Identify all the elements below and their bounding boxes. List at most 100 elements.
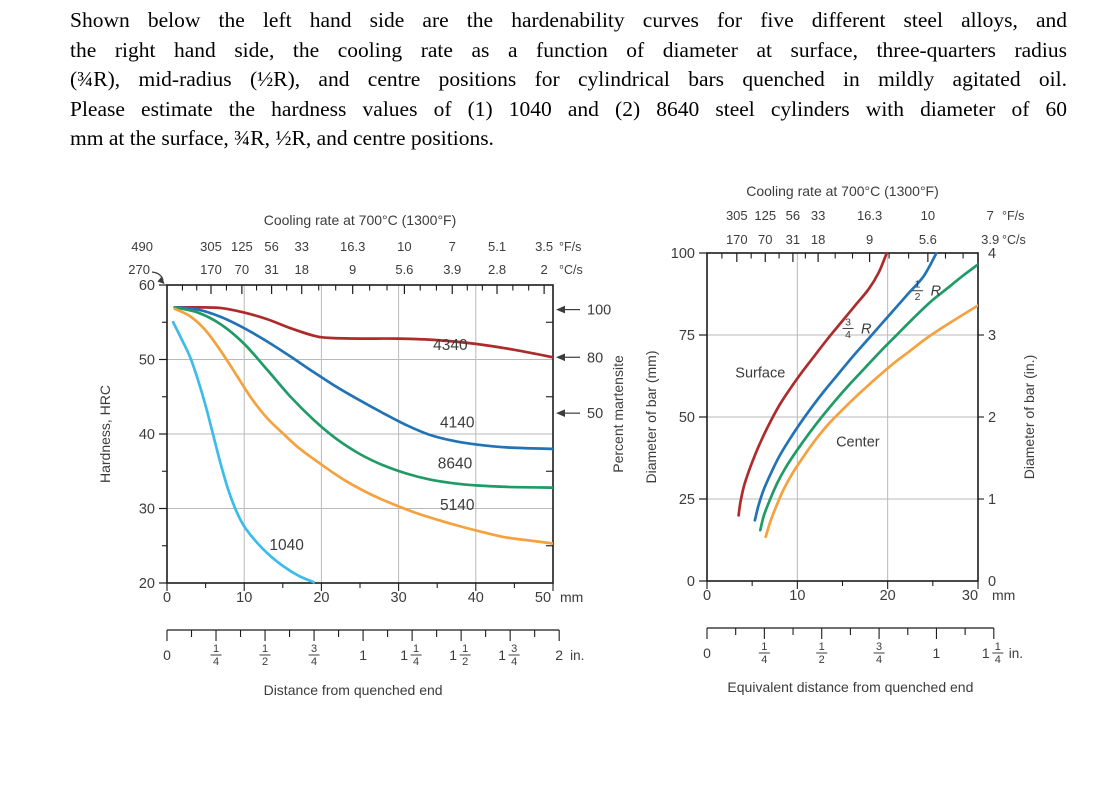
fraction-numerator: 1 <box>995 641 1001 653</box>
question-line: (¾R), mid-radius (½R), and centre positi… <box>70 67 1067 92</box>
y-tick-label: 30 <box>139 501 155 517</box>
cooling-rate-c-label: 31 <box>264 262 278 277</box>
curve-label-fraction: 12 <box>912 279 924 303</box>
ruler-inch-unit: in. <box>1009 646 1023 661</box>
question-line: mm at the surface, ¾R, ½R, and centre po… <box>70 126 494 151</box>
f-per-s-unit: °F/s <box>559 240 581 254</box>
x-tick-label: 40 <box>468 590 484 606</box>
cooling-rate-f-label: 33 <box>811 208 825 223</box>
x-axis-mm-unit: mm <box>992 587 1015 603</box>
x-axis-title: Equivalent distance from quenched end <box>727 679 973 695</box>
curve-label-5140: 5140 <box>440 497 475 514</box>
ruler-label-fraction: 12 <box>459 643 471 668</box>
fraction-denominator: 4 <box>995 654 1001 666</box>
question-line: the right hand side, the cooling rate as… <box>70 37 1067 62</box>
cooling-rate-chart-figure: Cooling rate at 700°C (1300°F) 305 170 125 7… <box>640 175 1097 710</box>
hardenability-chart-figure: Cooling rate at 700°C (1300°F) 305 170 125 7… <box>90 195 655 715</box>
cooling-rate-c-label: 18 <box>811 232 825 247</box>
x-tick-label: 30 <box>391 590 407 606</box>
inch-axis-label: 4 <box>988 246 996 262</box>
fraction-numerator: 1 <box>262 643 268 655</box>
x-tick-label: 30 <box>962 588 978 604</box>
ruler-label: 12 <box>816 641 828 666</box>
curve-4340 <box>173 305 553 359</box>
curve-1040 <box>171 320 316 584</box>
cooling-rate-c-label: 70 <box>235 262 249 277</box>
corner-arrowhead <box>157 276 165 284</box>
y-axis-title: Diameter of bar (mm) <box>643 350 659 483</box>
inch-axis-label: 0 <box>988 574 996 590</box>
x-axis-mm-unit: mm <box>560 589 583 605</box>
chart-title: Cooling rate at 700°C (1300°F) <box>746 183 939 199</box>
x-axis-title: Distance from quenched end <box>264 682 443 698</box>
cooling-rate-chart: Cooling rate at 700°C (1300°F)3051701257… <box>643 183 1037 695</box>
y-tick-label: 75 <box>679 328 695 344</box>
cooling-rate-c-label: 2.8 <box>488 262 506 277</box>
ruler-label-fraction: 34 <box>508 643 520 668</box>
ruler-label-whole: 0 <box>163 647 171 663</box>
curve-label-1040: 1040 <box>269 537 304 554</box>
ruler-inch-unit: in. <box>570 648 584 663</box>
cooling-rate-c-label: 9 <box>349 262 356 277</box>
y-tick-label: 40 <box>139 427 155 443</box>
fraction-denominator: 4 <box>876 654 882 666</box>
cooling-rate-f-label: 16.3 <box>857 208 882 223</box>
c-per-s-unit: °C/s <box>559 263 583 277</box>
y-axis-title: Hardness, HRC <box>97 385 113 483</box>
x-tick-label: 10 <box>236 590 252 606</box>
corner-f-label: 490 <box>131 239 153 254</box>
fraction-numerator: 3 <box>511 643 517 655</box>
martensite-tick-label: 80 <box>587 350 603 366</box>
cooling-rate-f-label: 10 <box>921 208 935 223</box>
ruler-label-fraction: 14 <box>992 641 1004 666</box>
ruler-label: 14 <box>758 641 770 666</box>
curve-label-Surface: Surface <box>735 366 785 382</box>
ruler-label: 14 <box>210 643 222 668</box>
gridlines <box>167 285 553 583</box>
x-tick-label: 0 <box>703 588 711 604</box>
fraction-numerator: 3 <box>876 641 882 653</box>
ruler-label-fraction: 14 <box>410 643 422 668</box>
curve-fraction-label: 12 R <box>912 279 942 303</box>
hardenability-chart: Cooling rate at 700°C (1300°F)3051701257… <box>97 212 626 698</box>
ruler-label-whole: 0 <box>703 645 711 661</box>
cooling-rate-f-label: 16.3 <box>340 239 365 254</box>
fraction-numerator: 1 <box>462 643 468 655</box>
fraction-denominator: 4 <box>213 656 219 668</box>
percent-martensite-title: Percent martensite <box>610 355 626 473</box>
curve-label-4140: 4140 <box>440 414 475 431</box>
cooling-rate-f-label: 125 <box>231 239 253 254</box>
x-tick-label: 50 <box>535 590 551 606</box>
inch-axis-label: 1 <box>988 492 996 508</box>
fraction-denominator: 4 <box>311 656 317 668</box>
ruler-label: 1 14 in. <box>982 641 1023 666</box>
x-tick-label: 0 <box>163 590 171 606</box>
fraction-denominator: 4 <box>761 654 767 666</box>
cooling-rate-f-label: 33 <box>294 239 308 254</box>
ruler-label-fraction: 12 <box>816 641 828 666</box>
curve-label-8640: 8640 <box>438 455 473 472</box>
fraction-numerator: 3 <box>311 643 317 655</box>
ruler-label: 1 <box>933 645 941 661</box>
top-axis: Cooling rate at 700°C (1300°F) 305 170 125 7… <box>128 212 583 294</box>
fraction-numerator: 3 <box>845 316 851 328</box>
fraction-denominator: 2 <box>262 656 268 668</box>
curve-Center <box>764 304 978 539</box>
curve-label-R: R <box>861 321 872 337</box>
cooling-rate-f-label: 56 <box>786 208 800 223</box>
x-axis: 0 10 20 30 40 50 mm <box>163 583 583 606</box>
ruler-label-whole: 1 <box>359 647 367 663</box>
ruler-label-fraction: 34 <box>873 641 885 666</box>
martensite-tick-label: 100 <box>587 303 611 319</box>
cooling-rate-f-label: 305 <box>200 239 222 254</box>
ruler-label: 1 14 <box>400 643 422 668</box>
ruler-label: 12 <box>259 643 271 668</box>
question-text: Shown below the left hand side are the h… <box>70 6 1067 154</box>
ruler-label: 1 12 <box>449 643 471 668</box>
x-tick-label: 20 <box>880 588 896 604</box>
cooling-rate-f-label: 7 <box>449 239 456 254</box>
fraction-denominator: 4 <box>413 656 419 668</box>
fraction-numerator: 1 <box>413 643 419 655</box>
